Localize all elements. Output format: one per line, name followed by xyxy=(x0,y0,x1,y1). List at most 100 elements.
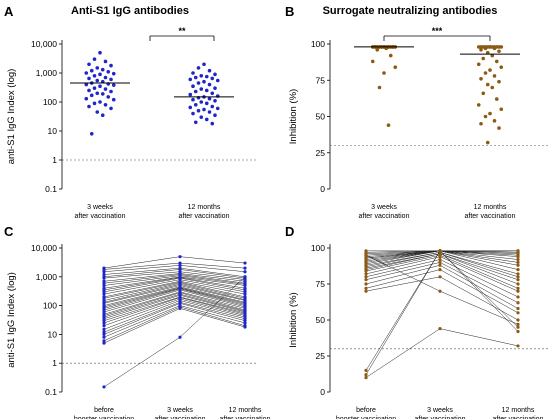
y-tick-label: 1 xyxy=(52,358,57,368)
y-tick-label: 25 xyxy=(316,351,326,361)
data-point xyxy=(483,71,488,75)
data-point xyxy=(199,100,204,104)
data-point xyxy=(84,71,89,75)
data-point xyxy=(204,101,209,106)
data-point xyxy=(102,319,106,323)
data-point xyxy=(488,45,492,49)
data-point xyxy=(84,82,89,87)
data-point xyxy=(213,113,217,118)
panel-c: C 0.1 1 10 100 1,000 10,000 anti-S1 IgG Index (… xyxy=(4,224,271,419)
data-point xyxy=(364,272,368,276)
data-point xyxy=(516,257,520,262)
data-point xyxy=(476,103,481,107)
data-point xyxy=(364,289,368,293)
data-point xyxy=(196,108,201,113)
data-point xyxy=(100,113,105,118)
data-point xyxy=(243,266,247,270)
data-point xyxy=(516,344,520,348)
data-point xyxy=(243,325,247,329)
data-point xyxy=(516,250,520,254)
data-point xyxy=(386,123,391,127)
data-point xyxy=(213,86,217,90)
data-point xyxy=(103,87,108,91)
data-point xyxy=(103,59,108,64)
y-tick-label: 1,000 xyxy=(36,68,58,78)
data-point xyxy=(481,91,486,96)
y-tick-label: 50 xyxy=(316,315,326,325)
data-point xyxy=(111,97,116,102)
data-point xyxy=(488,68,492,72)
panel-letter: A xyxy=(4,4,14,19)
data-point xyxy=(84,96,89,101)
data-point xyxy=(516,268,520,272)
data-point xyxy=(375,48,380,52)
data-point xyxy=(438,257,442,262)
data-point xyxy=(492,46,497,51)
data-point xyxy=(87,62,91,67)
panel-letter: B xyxy=(285,4,294,19)
data-point xyxy=(364,282,368,286)
data-point xyxy=(516,295,520,299)
data-point xyxy=(483,114,488,119)
data-point xyxy=(243,321,247,325)
data-point xyxy=(210,91,215,96)
data-point xyxy=(202,107,206,112)
data-point xyxy=(210,76,215,81)
data-point xyxy=(102,335,106,339)
data-point xyxy=(100,92,105,96)
data-point xyxy=(488,111,492,116)
data-point xyxy=(109,63,113,68)
category-label: beforebooster vaccination xyxy=(74,407,134,419)
data-point xyxy=(479,48,483,52)
data-point xyxy=(479,77,483,81)
data-point xyxy=(215,78,220,83)
series-line xyxy=(365,254,519,325)
data-point xyxy=(204,117,209,122)
data-point xyxy=(89,132,94,136)
y-axis-label: anti-S1 IgG Index (log) xyxy=(6,69,17,165)
data-point xyxy=(102,272,106,277)
data-point xyxy=(364,286,368,290)
data-point xyxy=(492,119,497,123)
y-tick-label: 75 xyxy=(316,279,326,289)
data-point xyxy=(199,74,204,78)
category-label: beforebooster vaccination xyxy=(336,407,396,419)
y-axis-label: anti-S1 IgG Index (log) xyxy=(6,272,17,368)
data-point xyxy=(89,68,94,73)
y-tick-label: 0.1 xyxy=(45,184,57,194)
data-point xyxy=(364,368,368,372)
data-point xyxy=(98,72,102,77)
data-point xyxy=(102,301,106,305)
panel-title: Surrogate neutralizing antibodies xyxy=(323,5,498,17)
data-point xyxy=(102,332,106,336)
data-point xyxy=(438,327,442,331)
data-point xyxy=(499,65,504,69)
data-point xyxy=(87,104,91,109)
data-point xyxy=(196,81,201,85)
data-point xyxy=(215,106,220,111)
data-point xyxy=(516,289,520,293)
data-point xyxy=(494,97,499,101)
data-point xyxy=(364,256,368,260)
data-point xyxy=(109,89,113,94)
data-point xyxy=(516,301,520,305)
data-point xyxy=(196,66,201,70)
series-line xyxy=(365,253,519,285)
data-point xyxy=(516,286,520,290)
data-point xyxy=(95,66,100,70)
data-point xyxy=(438,275,442,279)
data-point xyxy=(243,292,247,296)
data-point xyxy=(516,272,520,276)
data-point xyxy=(98,100,102,104)
data-point xyxy=(438,255,442,259)
data-point xyxy=(191,71,195,75)
data-point xyxy=(516,255,520,259)
y-tick-label: 100 xyxy=(311,243,325,253)
data-point xyxy=(364,376,368,380)
data-point xyxy=(106,95,111,99)
data-point xyxy=(476,62,481,67)
